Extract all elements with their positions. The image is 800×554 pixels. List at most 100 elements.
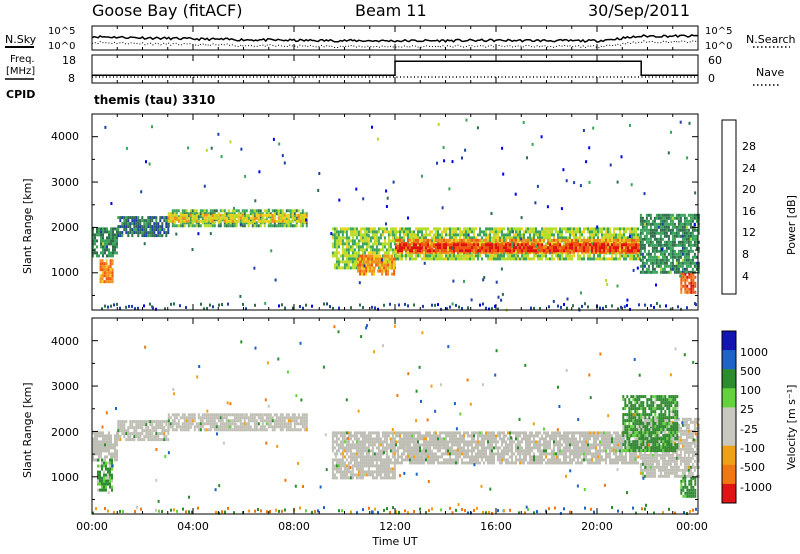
power-cell: [621, 254, 623, 258]
power-cell: [683, 267, 686, 271]
power-cell: [523, 249, 525, 253]
power-cell: [551, 241, 553, 245]
velocity-cell: [261, 422, 264, 426]
power-cell: [353, 248, 356, 252]
power-cell: [295, 209, 298, 213]
power-cell: [673, 234, 676, 238]
power-cell: [593, 257, 595, 261]
velocity-cell: [161, 429, 164, 433]
power-cell: [423, 243, 425, 247]
power-cell: [565, 257, 567, 261]
power-cell: [569, 250, 571, 254]
power-cell: [227, 209, 230, 213]
velocity-cell: [197, 422, 200, 426]
power-cell: [242, 302, 244, 306]
power-cell: [447, 254, 449, 258]
power-cell: [659, 252, 662, 256]
power-cell: [683, 237, 686, 241]
power-cell: [437, 227, 439, 231]
power-cell: [671, 213, 674, 217]
power-cell: [535, 233, 537, 237]
power-cell: [539, 238, 541, 242]
power-cell: [173, 216, 176, 220]
power-cell: [595, 233, 597, 237]
velocity-cell: [163, 438, 166, 442]
power-cell: [677, 228, 680, 232]
power-cell: [106, 245, 108, 249]
power-cell: [473, 227, 475, 231]
power-cell: [613, 243, 615, 247]
velocity-cell: [295, 419, 298, 423]
power-cell: [447, 257, 449, 261]
power-cell: [549, 257, 551, 261]
power-cell: [265, 219, 268, 223]
power-cell: [494, 304, 496, 308]
velocity-cell: [177, 419, 180, 423]
power-cell: [623, 230, 625, 234]
velocity-cell: [249, 425, 252, 429]
velocity-cell: [367, 431, 370, 435]
power-cell: [363, 248, 366, 252]
velocity-cell: [211, 419, 214, 423]
velocity-cell: [333, 473, 336, 477]
power-cell: [159, 219, 162, 223]
velocity-cell: [243, 425, 246, 429]
power-cell: [331, 254, 334, 258]
power-cell: [203, 219, 206, 223]
power-cell: [563, 242, 565, 246]
power-cell: [529, 241, 531, 245]
power-cell: [401, 257, 403, 261]
power-colorbar: [721, 119, 737, 295]
power-cell: [663, 240, 666, 244]
velocity-cell: [108, 437, 110, 441]
power-cell: [351, 236, 354, 240]
power-cell: [275, 224, 278, 228]
power-cell: [267, 208, 270, 212]
power-cell: [606, 282, 609, 286]
power-cell: [387, 239, 390, 243]
power-cell: [503, 233, 505, 237]
power-cell: [502, 172, 505, 176]
power-cell: [363, 251, 366, 255]
power-cell: [651, 222, 654, 226]
velocity-cell: [339, 473, 342, 477]
velocity-cell: [363, 455, 366, 459]
power-cell: [481, 236, 483, 240]
power-cell: [639, 240, 642, 244]
velocity-cell: [217, 416, 220, 420]
velocity-cell: [219, 413, 222, 417]
power-cell: [369, 236, 372, 240]
power-cell: [106, 230, 108, 234]
power-cell: [683, 225, 686, 229]
power-cell: [357, 263, 360, 267]
power-cell: [203, 184, 206, 188]
power-cell: [407, 304, 409, 308]
power-cell: [347, 227, 350, 231]
velocity-cell: [201, 416, 204, 420]
velocity-cell: [145, 432, 148, 436]
power-cell: [323, 302, 325, 306]
power-cell: [361, 254, 364, 258]
power-cell: [519, 233, 521, 237]
power-cell: [483, 246, 485, 250]
power-cell: [359, 263, 362, 267]
power-cell: [299, 213, 302, 217]
power-cell: [291, 224, 294, 228]
power-cell: [669, 270, 672, 274]
velocity-cell: [98, 455, 100, 459]
velocity-cell: [343, 476, 346, 480]
power-cell: [627, 243, 629, 247]
velocity-cell: [351, 443, 354, 447]
power-cell: [597, 243, 599, 247]
power-cell: [593, 246, 595, 250]
velocity-cell: [271, 419, 274, 423]
power-cell: [675, 213, 678, 217]
power-cell: [191, 248, 194, 251]
power-cell: [561, 257, 563, 261]
power-cell: [659, 216, 662, 220]
velocity-cell: [175, 425, 178, 429]
velocity-cell: [143, 435, 146, 439]
power-cell: [455, 236, 457, 240]
power-cell: [555, 254, 557, 258]
power-cell: [579, 236, 581, 240]
